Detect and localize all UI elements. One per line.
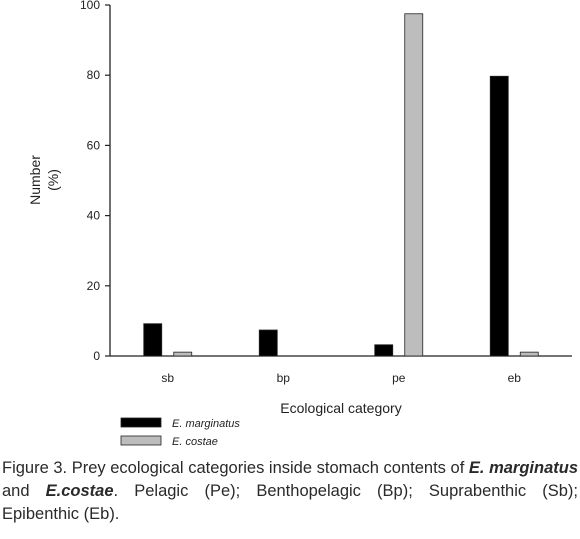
bar-pe-series-1 (374, 344, 394, 357)
y-tick-label: 40 (87, 209, 101, 223)
bar-bp-series-1 (258, 329, 278, 357)
bar-sb-series-2 (173, 351, 193, 357)
bar-chart: 0 20 40 60 80 100 sb bp pe eb Number (%) Ecologi… (27, 0, 572, 448)
y-tick-label: 20 (87, 279, 101, 293)
x-axis-title: Ecological category (280, 400, 401, 416)
bar-pe-series-2 (404, 13, 424, 357)
bar-sb-series-1 (143, 323, 163, 357)
bar-eb-series-1 (489, 75, 509, 357)
legend-label-2: E. costae (172, 436, 218, 448)
x-tick-label-eb: eb (508, 371, 522, 385)
y-tick-label: 0 (93, 349, 100, 363)
x-tick-label-sb: sb (161, 371, 174, 385)
y-tick-label: 80 (87, 68, 101, 82)
caption-text-2: and (2, 482, 46, 500)
y-tick-label: 60 (87, 138, 101, 152)
y-axis-title-line1: Number (27, 155, 43, 205)
caption-species-1b: marginatus (489, 459, 578, 477)
figure-caption: Figure 3. Prey ecological categories ins… (2, 457, 578, 526)
y-ticks: 0 20 40 60 80 100 (80, 0, 110, 363)
legend-swatch-2 (120, 435, 162, 446)
x-tick-label-pe: pe (392, 371, 406, 385)
x-tick-label-bp: bp (277, 371, 291, 385)
caption-text-3: . Pelagic (Pe); Benthopelagic (Bp); Supr… (2, 482, 578, 523)
chart-bars (143, 13, 539, 357)
caption-species-1a: E. (468, 459, 485, 477)
legend-label-1: E. marginatus (172, 418, 240, 430)
legend-swatch-1 (120, 417, 162, 428)
y-axis-title-line2: (%) (45, 169, 61, 191)
legend: E. marginatus E. costae (120, 417, 240, 448)
bar-eb-series-2 (519, 351, 539, 357)
y-tick-label: 100 (80, 0, 100, 12)
caption-species-2: E.costae (45, 482, 114, 500)
x-ticks: sb bp pe eb (161, 371, 521, 385)
caption-text-1: Figure 3. Prey ecological categories ins… (2, 459, 469, 477)
